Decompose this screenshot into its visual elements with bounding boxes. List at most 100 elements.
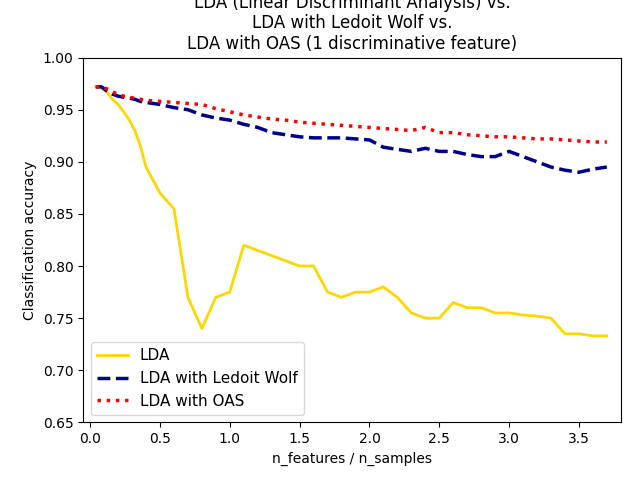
LDA: [254, 248, 262, 253]
LDA with OAS: [268, 116, 276, 122]
LDA: [533, 313, 541, 319]
LDA: [505, 310, 513, 316]
LDA with Ledoit Wolf: [92, 84, 100, 90]
LDA with Ledoit Wolf: [351, 136, 359, 142]
LDA with Ledoit Wolf: [463, 152, 471, 157]
LDA: [115, 102, 122, 108]
LDA with Ledoit Wolf: [120, 95, 127, 100]
LDA: [575, 331, 583, 336]
LDA with Ledoit Wolf: [338, 135, 346, 141]
LDA with OAS: [324, 121, 332, 127]
LDA with OAS: [296, 120, 303, 125]
LDA with Ledoit Wolf: [422, 145, 429, 151]
LDA: [97, 85, 105, 91]
LDA with OAS: [435, 130, 443, 135]
LDA with Ledoit Wolf: [547, 164, 555, 170]
LDA with OAS: [380, 126, 387, 132]
LDA: [296, 263, 303, 269]
LDA with Ledoit Wolf: [115, 93, 122, 99]
Title: LDA (Linear Discriminant Analysis) vs.
LDA with Ledoit Wolf vs.
LDA with OAS (1 : LDA (Linear Discriminant Analysis) vs. L…: [187, 0, 517, 53]
LDA with OAS: [519, 135, 527, 141]
LDA with OAS: [156, 98, 164, 104]
LDA: [310, 263, 317, 269]
LDA: [561, 331, 569, 336]
LDA with Ledoit Wolf: [97, 84, 105, 90]
LDA with OAS: [561, 137, 569, 143]
LDA: [131, 128, 139, 133]
LDA: [268, 253, 276, 259]
LDA with OAS: [115, 91, 122, 97]
LDA with Ledoit Wolf: [394, 146, 401, 152]
LDA with OAS: [170, 99, 178, 105]
LDA with Ledoit Wolf: [131, 96, 139, 102]
LDA with OAS: [449, 130, 457, 135]
LDA: [103, 89, 111, 95]
LDA with Ledoit Wolf: [408, 148, 415, 154]
LDA with Ledoit Wolf: [125, 96, 133, 101]
LDA with OAS: [589, 139, 596, 145]
LDA with OAS: [575, 138, 583, 144]
LDA with OAS: [212, 106, 220, 111]
LDA with OAS: [408, 128, 415, 133]
LDA: [136, 144, 144, 149]
LDA: [338, 294, 346, 300]
LDA with OAS: [136, 96, 144, 102]
LDA with OAS: [92, 84, 100, 90]
LDA: [519, 312, 527, 318]
LDA: [394, 294, 401, 300]
LDA: [240, 242, 248, 248]
LDA with OAS: [125, 95, 133, 100]
Line: LDA with Ledoit Wolf: LDA with Ledoit Wolf: [96, 87, 607, 172]
LDA with OAS: [282, 117, 289, 123]
LDA with OAS: [131, 96, 139, 101]
LDA with OAS: [365, 124, 373, 130]
LDA with OAS: [422, 124, 429, 130]
LDA with OAS: [198, 102, 205, 108]
LDA with Ledoit Wolf: [492, 154, 499, 159]
LDA: [226, 289, 234, 295]
LDA with Ledoit Wolf: [561, 168, 569, 173]
LDA with Ledoit Wolf: [519, 154, 527, 159]
LDA with Ledoit Wolf: [380, 144, 387, 150]
LDA with Ledoit Wolf: [198, 112, 205, 118]
LDA with Ledoit Wolf: [282, 132, 289, 138]
LDA with OAS: [310, 120, 317, 126]
LDA with OAS: [351, 123, 359, 129]
LDA with Ledoit Wolf: [170, 105, 178, 110]
LDA: [449, 300, 457, 305]
LDA with Ledoit Wolf: [136, 98, 144, 104]
LDA with Ledoit Wolf: [435, 148, 443, 154]
LDA with Ledoit Wolf: [268, 130, 276, 135]
LDA with OAS: [463, 132, 471, 138]
LDA with Ledoit Wolf: [184, 107, 192, 113]
LDA with Ledoit Wolf: [240, 121, 248, 127]
LDA with Ledoit Wolf: [589, 166, 596, 172]
LDA: [324, 289, 332, 295]
LDA: [477, 305, 485, 311]
LDA with OAS: [492, 134, 499, 140]
LDA: [109, 96, 116, 102]
LDA with OAS: [394, 127, 401, 132]
Line: LDA: LDA: [96, 87, 607, 336]
LDA: [603, 333, 611, 339]
LDA with Ledoit Wolf: [603, 164, 611, 170]
LDA with Ledoit Wolf: [310, 135, 317, 141]
Y-axis label: Classification accuracy: Classification accuracy: [23, 160, 37, 320]
LDA with OAS: [109, 89, 116, 95]
LDA with OAS: [547, 136, 555, 142]
LDA: [435, 315, 443, 321]
LDA: [142, 164, 150, 170]
LDA: [589, 333, 596, 339]
LDA: [492, 310, 499, 316]
LDA with OAS: [120, 93, 127, 99]
LDA: [198, 326, 205, 332]
LDA: [170, 206, 178, 212]
LDA: [184, 294, 192, 300]
Line: LDA with OAS: LDA with OAS: [96, 87, 607, 142]
LDA with Ledoit Wolf: [254, 124, 262, 130]
LDA: [463, 305, 471, 311]
LDA with Ledoit Wolf: [324, 135, 332, 141]
LDA with OAS: [505, 134, 513, 140]
LDA with Ledoit Wolf: [212, 115, 220, 121]
LDA: [547, 315, 555, 321]
